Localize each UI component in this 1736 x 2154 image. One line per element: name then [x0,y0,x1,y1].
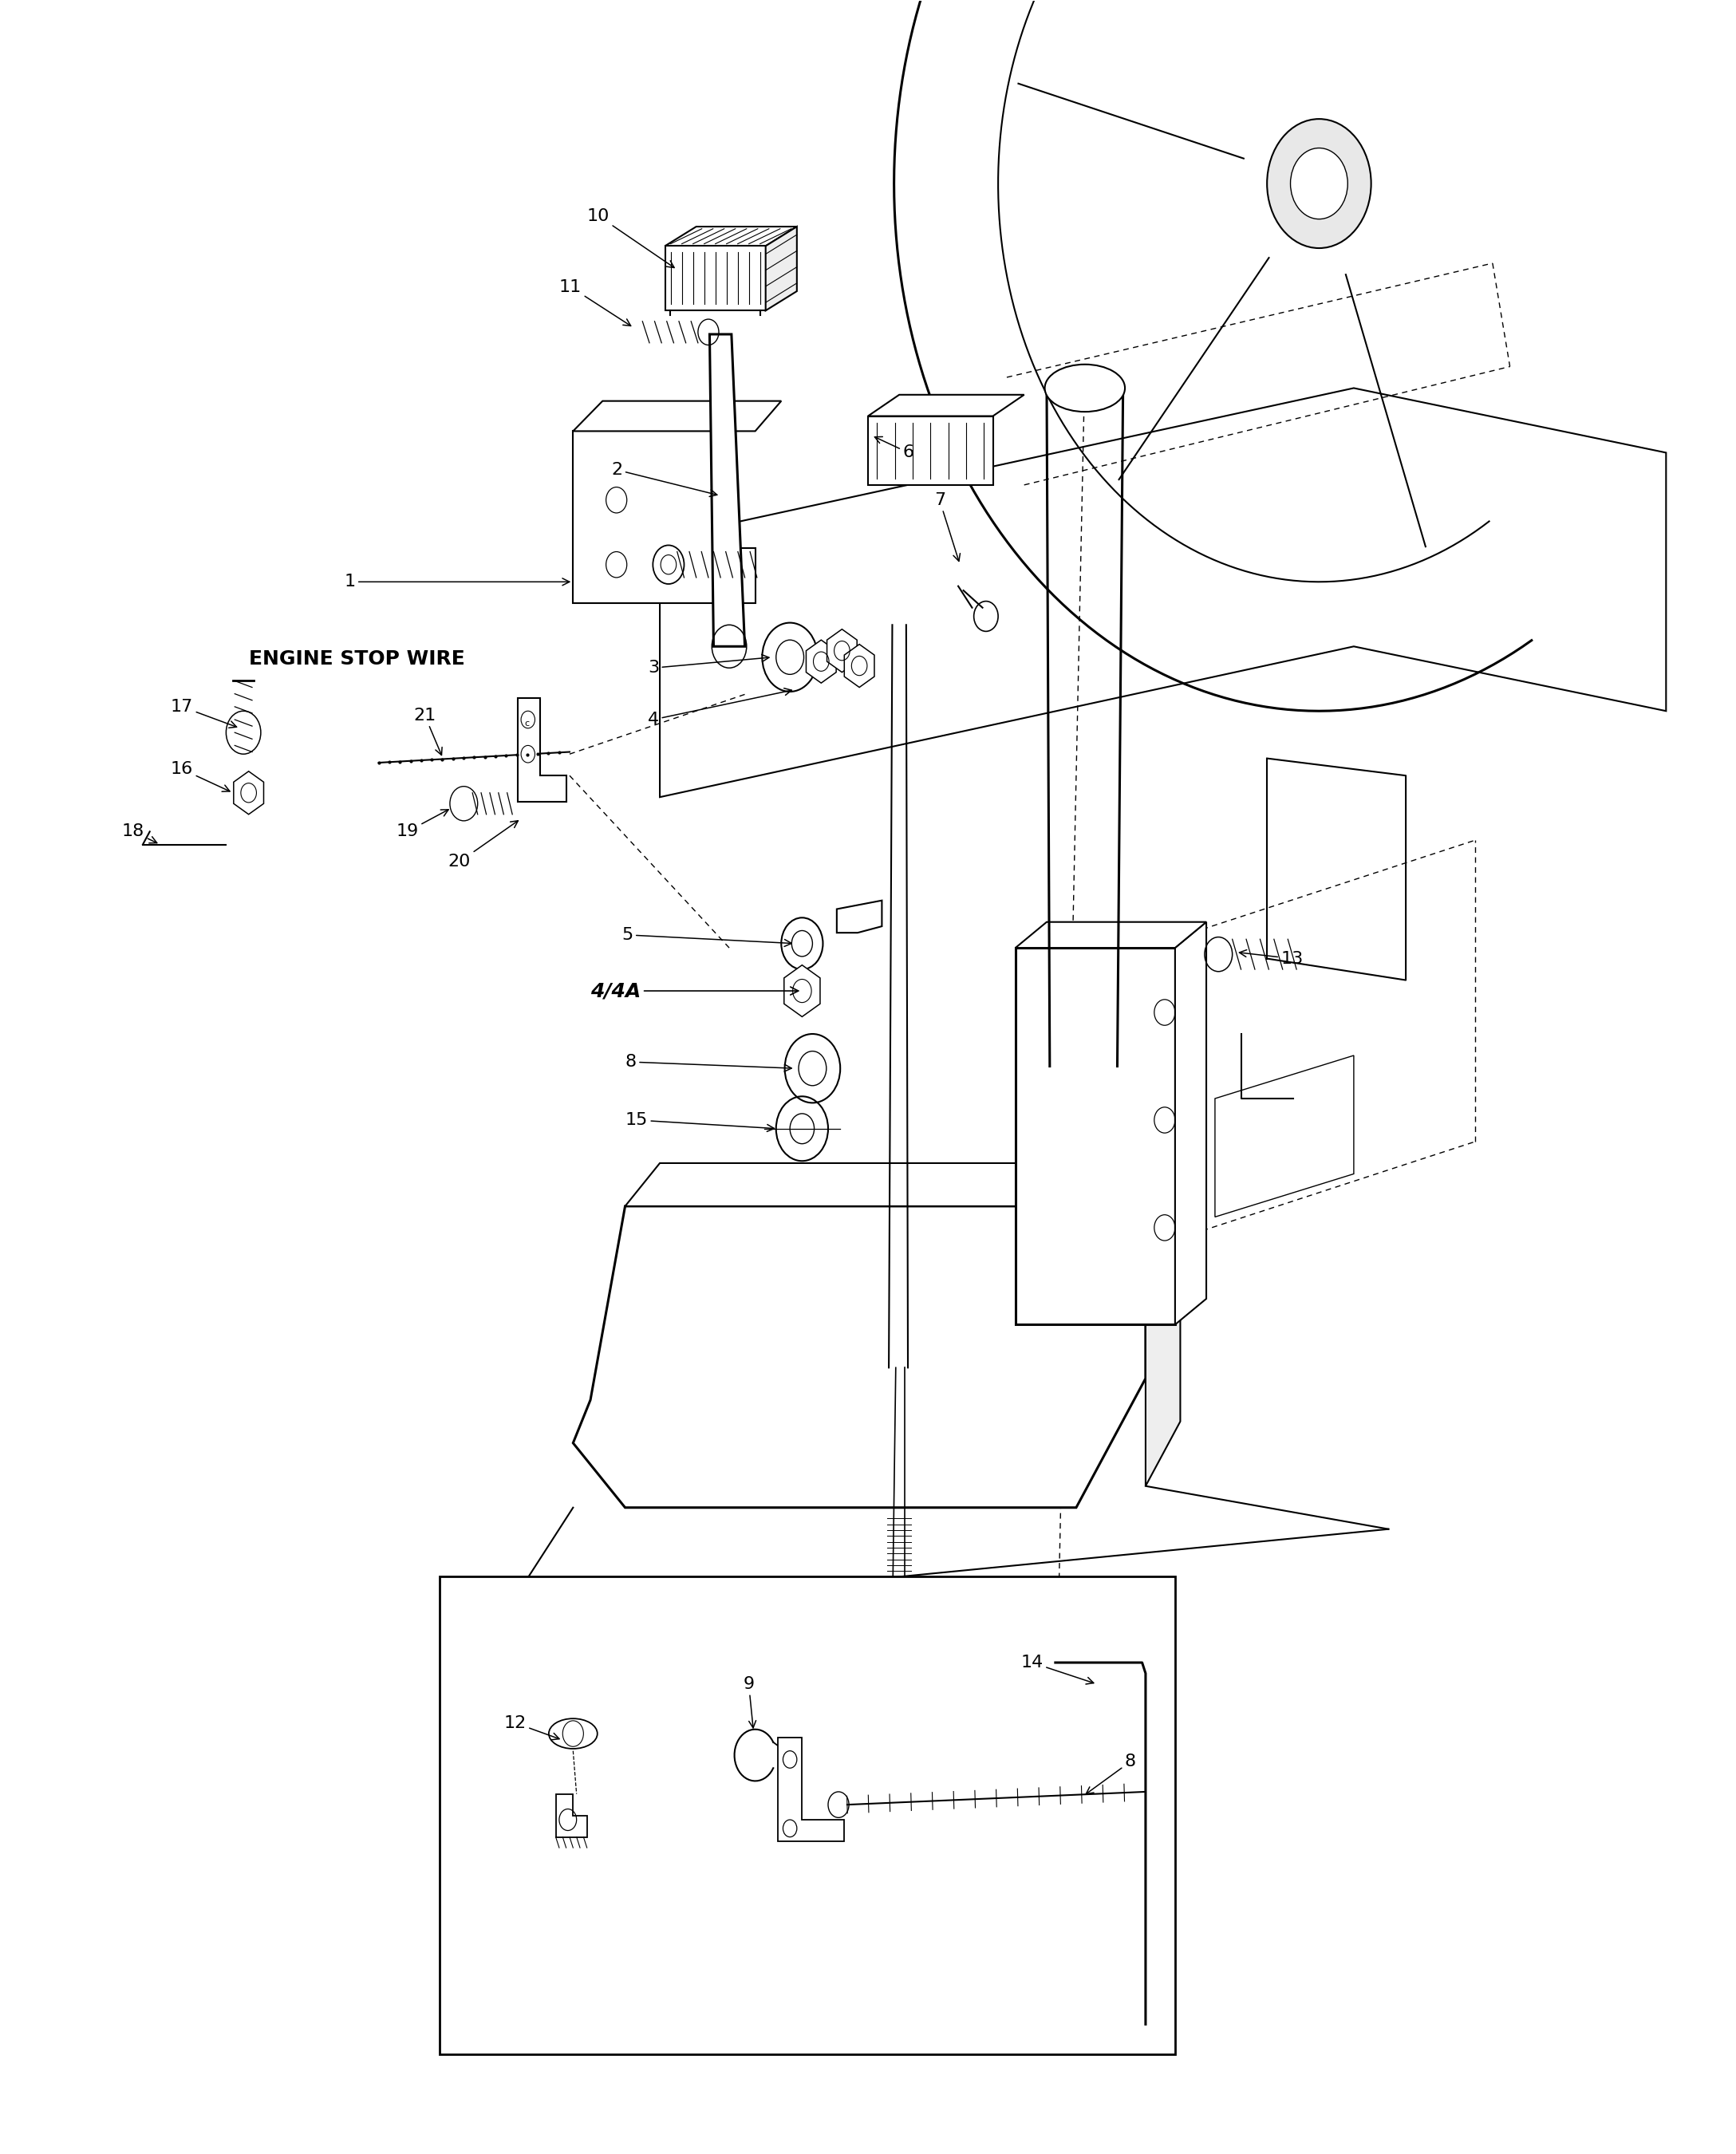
Text: 13: 13 [1240,950,1304,967]
Polygon shape [234,771,264,814]
Polygon shape [665,226,797,246]
Text: 10: 10 [587,209,674,267]
Text: 5: 5 [621,926,792,946]
Polygon shape [806,640,837,683]
Polygon shape [710,334,745,646]
Circle shape [1267,118,1371,248]
Text: 4/4A: 4/4A [590,982,799,999]
Text: 17: 17 [170,698,236,728]
Text: 16: 16 [170,760,229,791]
Ellipse shape [549,1719,597,1749]
Text: 7: 7 [934,491,960,562]
Text: 15: 15 [625,1111,774,1131]
Text: c: c [524,719,529,728]
Text: 8: 8 [1087,1753,1135,1794]
Polygon shape [826,629,858,672]
Polygon shape [844,644,875,687]
Text: 21: 21 [413,707,443,756]
Text: 9: 9 [743,1676,755,1728]
Polygon shape [868,416,993,485]
Polygon shape [1175,922,1207,1325]
Polygon shape [785,965,819,1017]
Polygon shape [625,1163,1180,1206]
Polygon shape [1016,948,1175,1325]
Text: 3: 3 [648,655,769,676]
Polygon shape [1215,1055,1354,1217]
Text: 1: 1 [344,573,569,590]
Text: 12: 12 [503,1715,559,1740]
Polygon shape [766,226,797,310]
Ellipse shape [1045,364,1125,411]
Text: ENGINE STOP WIRE: ENGINE STOP WIRE [248,651,465,670]
Polygon shape [1146,1163,1180,1486]
Polygon shape [573,1206,1146,1508]
Polygon shape [573,431,755,603]
Text: 20: 20 [448,821,517,870]
Polygon shape [837,900,882,933]
Polygon shape [556,1794,587,1837]
Text: 2: 2 [611,461,717,498]
Polygon shape [517,698,566,801]
Text: 11: 11 [559,278,630,325]
Text: 4: 4 [648,689,792,728]
Circle shape [1290,149,1347,220]
FancyBboxPatch shape [439,1577,1175,2055]
Polygon shape [573,401,781,431]
Polygon shape [660,388,1667,797]
Polygon shape [778,1738,844,1842]
Polygon shape [868,394,1024,416]
Text: 18: 18 [122,823,156,842]
Text: 8: 8 [625,1053,792,1071]
Polygon shape [1016,922,1207,948]
Polygon shape [665,246,766,310]
Text: 14: 14 [1021,1654,1094,1684]
Text: 6: 6 [875,437,913,461]
Text: 19: 19 [396,810,448,840]
